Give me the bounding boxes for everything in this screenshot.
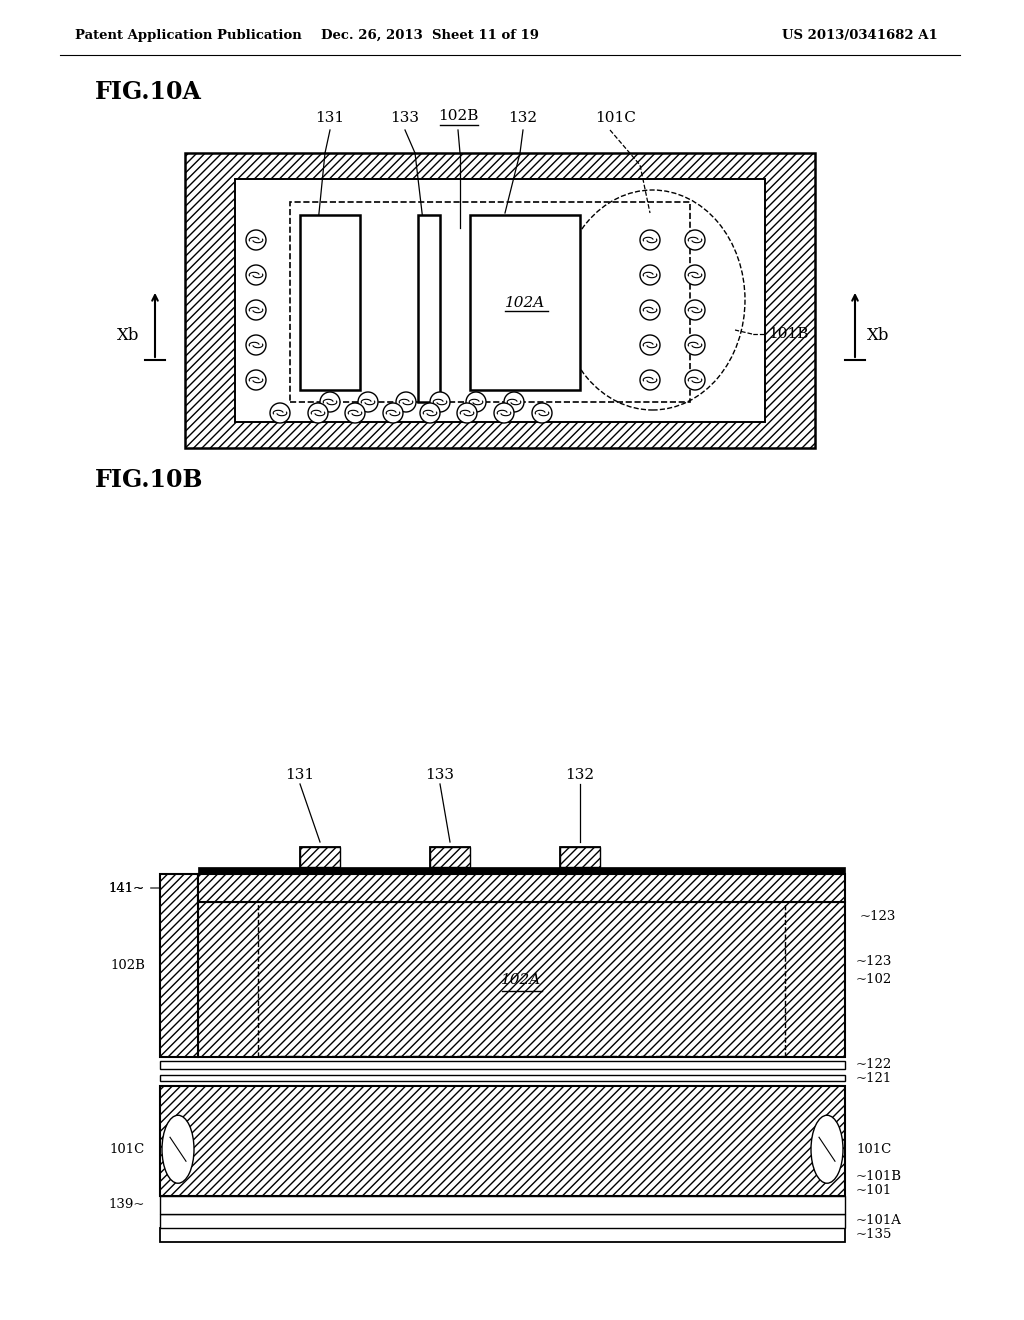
Circle shape [420,403,440,422]
Circle shape [685,370,705,389]
Text: 102A: 102A [502,973,542,986]
Text: ~123: ~123 [860,911,896,924]
Ellipse shape [811,1115,843,1183]
Text: 101C: 101C [595,111,636,125]
Text: 101B: 101B [768,327,808,341]
Bar [430,847,470,867]
Text: ~121: ~121 [856,1072,892,1085]
Bar [300,847,340,867]
Text: FIG.10B: FIG.10B [95,469,204,492]
Text: 139~: 139~ [109,1199,145,1212]
Bar [418,215,440,403]
Circle shape [640,370,660,389]
Circle shape [640,335,660,355]
Text: 101C: 101C [110,1143,145,1156]
Bar [160,1086,845,1196]
Text: 132: 132 [509,111,538,125]
Text: US 2013/0341682 A1: US 2013/0341682 A1 [782,29,938,41]
Text: ~102: ~102 [856,973,892,986]
Text: 131: 131 [315,111,344,125]
Bar [198,874,845,902]
Circle shape [383,403,403,422]
Text: 102A: 102A [505,296,545,310]
Circle shape [457,403,477,422]
Circle shape [358,392,378,412]
Circle shape [466,392,486,412]
Circle shape [246,300,266,319]
Bar [430,847,470,867]
Text: 102B: 102B [438,110,478,123]
Text: 101C: 101C [856,1143,891,1156]
Bar [470,215,580,389]
Bar [560,847,600,867]
Circle shape [640,230,660,249]
Circle shape [430,392,450,412]
Bar [300,847,340,867]
Text: 133: 133 [390,111,420,125]
Circle shape [396,392,416,412]
Circle shape [345,403,365,422]
Circle shape [685,300,705,319]
Text: Dec. 26, 2013  Sheet 11 of 19: Dec. 26, 2013 Sheet 11 of 19 [321,29,539,41]
Circle shape [640,265,660,285]
Bar [560,847,600,867]
Bar [160,1074,845,1081]
Bar [160,1228,845,1242]
Circle shape [270,403,290,422]
Bar [234,180,765,422]
Bar [160,1196,845,1214]
Circle shape [685,335,705,355]
Bar [160,1214,845,1228]
Text: FIG.10A: FIG.10A [95,81,202,104]
Bar [160,874,198,1057]
Text: ~122: ~122 [856,1059,892,1072]
Circle shape [246,370,266,389]
Circle shape [308,403,328,422]
Text: ~101A: ~101A [856,1214,902,1228]
Circle shape [685,265,705,285]
Text: 133: 133 [426,768,455,781]
Bar [198,902,845,1057]
Circle shape [504,392,524,412]
Circle shape [246,265,266,285]
Circle shape [640,300,660,319]
Ellipse shape [162,1115,194,1183]
Text: 102B: 102B [111,960,145,972]
Bar [198,867,845,874]
Text: ~101: ~101 [856,1184,892,1197]
Bar [300,215,360,389]
Circle shape [532,403,552,422]
Text: 141~: 141~ [109,882,145,895]
Text: 141~: 141~ [109,882,194,895]
Circle shape [319,392,340,412]
Text: ~123: ~123 [856,954,892,968]
Circle shape [246,230,266,249]
Bar [160,1061,845,1069]
Text: Patent Application Publication: Patent Application Publication [75,29,302,41]
Text: ~135: ~135 [856,1229,892,1242]
Bar [290,202,690,403]
Circle shape [685,230,705,249]
Text: Xb: Xb [117,326,139,343]
Text: Xb: Xb [866,326,889,343]
Circle shape [246,335,266,355]
Circle shape [494,403,514,422]
Text: 131: 131 [286,768,314,781]
Text: ~101B: ~101B [856,1170,902,1183]
Bar [185,153,815,447]
Text: 132: 132 [565,768,595,781]
